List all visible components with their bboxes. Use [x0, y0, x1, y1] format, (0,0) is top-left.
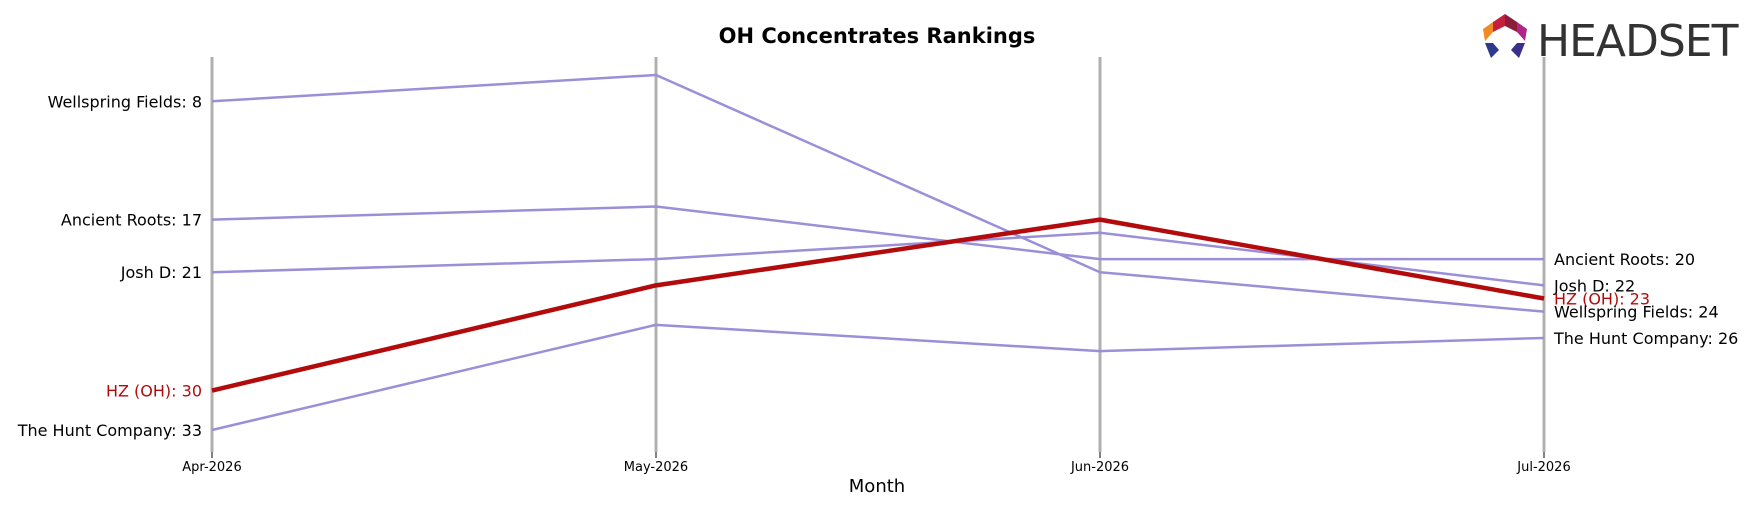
right-label-ancient-roots: Ancient Roots: 20: [1554, 250, 1695, 269]
chart-title: OH Concentrates Rankings: [719, 24, 1036, 48]
x-tick-label-jul-2026: Jul-2026: [1516, 460, 1570, 475]
right-label-the-hunt-company: The Hunt Company: 26: [1553, 329, 1738, 348]
left-label-wellspring-fields: Wellspring Fields: 8: [48, 92, 202, 111]
x-tick-label-apr-2026: Apr-2026: [182, 460, 241, 475]
x-tick-label-jun-2026: Jun-2026: [1070, 460, 1129, 475]
left-label-josh-d: Josh D: 21: [120, 263, 202, 282]
right-label-josh-d: Josh D: 22: [1553, 276, 1635, 295]
x-axis-label: Month: [849, 476, 905, 497]
left-label-hz-oh: HZ (OH): 30: [106, 382, 202, 401]
series-line-the-hunt-company: [211, 323, 1545, 432]
left-label-ancient-roots: Ancient Roots: 17: [61, 211, 202, 230]
headset-logo-text: HEADSET: [1537, 16, 1739, 67]
series-line-hz-oh: [211, 217, 1545, 393]
headset-logo-mark: [1483, 14, 1527, 58]
left-label-the-hunt-company: The Hunt Company: 33: [17, 421, 202, 440]
right-label-wellspring-fields: Wellspring Fields: 24: [1554, 303, 1719, 322]
series-line-wellspring-fields: [211, 73, 1545, 313]
headset-logo: HEADSET: [1483, 14, 1740, 67]
right-label-hz-oh: HZ (OH): 23: [1554, 290, 1650, 309]
x-tick-label-may-2026: May-2026: [624, 460, 688, 475]
